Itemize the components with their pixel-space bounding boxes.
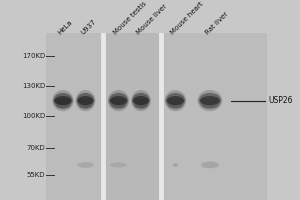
Bar <box>46 33 102 200</box>
Ellipse shape <box>108 90 129 111</box>
Ellipse shape <box>110 162 127 167</box>
Ellipse shape <box>172 163 178 167</box>
Ellipse shape <box>76 90 95 111</box>
Text: Mouse testis: Mouse testis <box>113 0 148 35</box>
Ellipse shape <box>201 162 219 168</box>
Ellipse shape <box>55 94 71 99</box>
Ellipse shape <box>109 93 128 108</box>
Bar <box>103 33 160 200</box>
Text: 170KD: 170KD <box>22 53 45 59</box>
Ellipse shape <box>134 94 148 99</box>
Text: USP26: USP26 <box>268 96 293 105</box>
Text: HeLa: HeLa <box>57 19 74 35</box>
Ellipse shape <box>167 96 184 105</box>
Text: 70KD: 70KD <box>26 145 45 151</box>
Ellipse shape <box>165 90 186 111</box>
Ellipse shape <box>198 90 222 111</box>
Ellipse shape <box>110 96 127 105</box>
Ellipse shape <box>202 103 218 109</box>
Ellipse shape <box>78 94 93 99</box>
Ellipse shape <box>133 96 149 105</box>
Ellipse shape <box>52 90 74 111</box>
Text: Rat liver: Rat liver <box>204 11 229 35</box>
Ellipse shape <box>56 103 70 109</box>
Ellipse shape <box>78 96 93 105</box>
Ellipse shape <box>54 96 72 105</box>
Ellipse shape <box>77 162 94 168</box>
Ellipse shape <box>111 103 126 109</box>
Ellipse shape <box>200 96 220 105</box>
Ellipse shape <box>132 93 150 108</box>
Text: Mouse liver: Mouse liver <box>135 3 168 35</box>
Ellipse shape <box>166 93 185 108</box>
Ellipse shape <box>110 94 127 99</box>
Text: 55KD: 55KD <box>26 172 45 178</box>
Text: Mouse heart: Mouse heart <box>170 0 205 35</box>
Ellipse shape <box>53 93 73 108</box>
Ellipse shape <box>131 90 151 111</box>
Text: 130KD: 130KD <box>22 83 45 89</box>
Text: U937: U937 <box>80 18 97 35</box>
Text: 100KD: 100KD <box>22 113 45 119</box>
Ellipse shape <box>79 103 92 109</box>
Ellipse shape <box>167 94 183 99</box>
Ellipse shape <box>199 93 221 108</box>
Ellipse shape <box>201 94 219 99</box>
Bar <box>162 33 267 200</box>
Ellipse shape <box>168 103 183 109</box>
Ellipse shape <box>76 93 94 108</box>
Ellipse shape <box>134 103 148 109</box>
